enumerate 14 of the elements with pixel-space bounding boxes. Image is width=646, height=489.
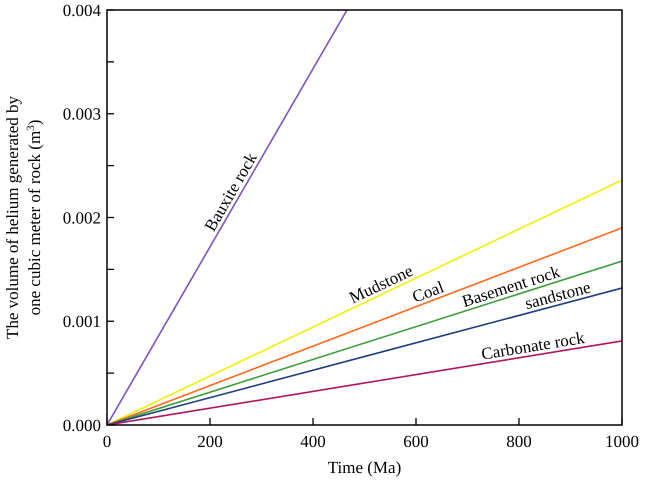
y-tick-label: 0.002 [62, 208, 101, 228]
x-tick-label: 1000 [605, 432, 639, 451]
y-tick-label: 0.003 [62, 104, 101, 124]
x-tick-label: 600 [403, 432, 429, 451]
x-tick-label: 400 [300, 432, 326, 451]
x-axis-title: Time (Ma) [328, 458, 402, 477]
y-tick-label: 0.001 [62, 312, 101, 332]
x-tick-label: 200 [197, 432, 223, 451]
text: Carbonate rock [480, 328, 586, 364]
y-tick-label: 0.004 [62, 0, 102, 20]
x-tick-label: 0 [102, 432, 112, 451]
x-tick-label: 800 [506, 432, 532, 451]
y-tick-label: 0.000 [62, 416, 101, 435]
text: Coal [410, 277, 447, 307]
